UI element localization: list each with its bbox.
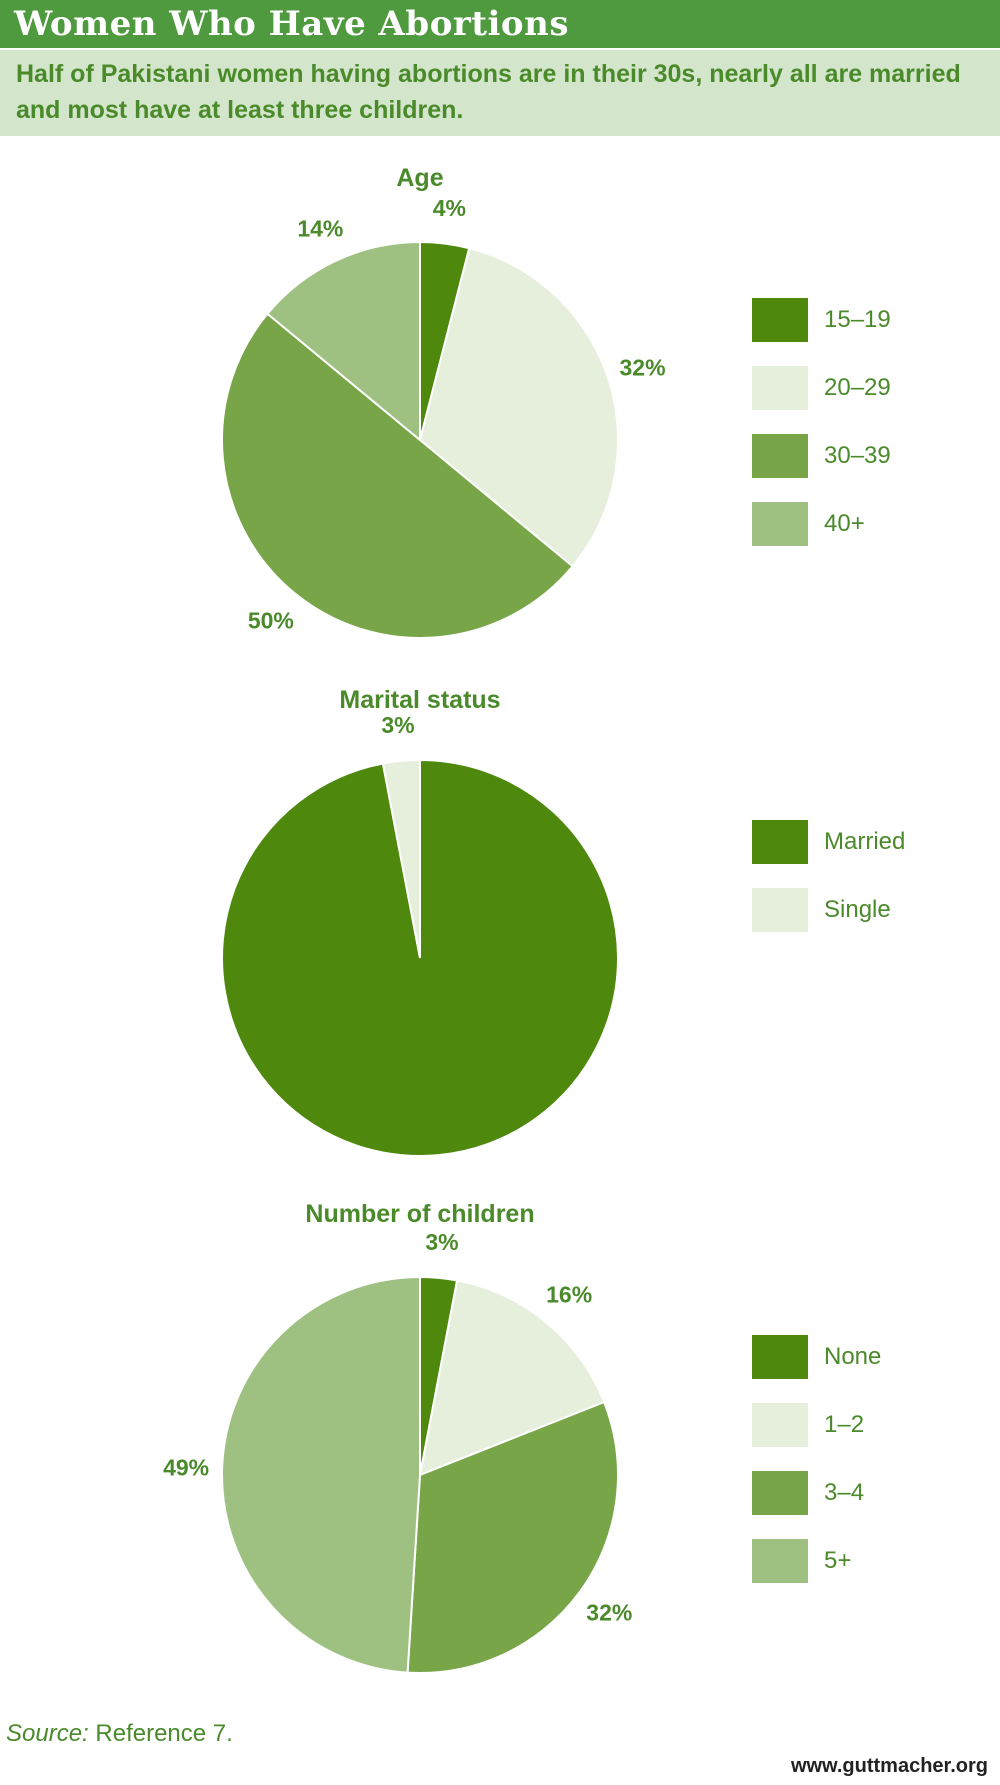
legend-swatch <box>752 888 808 932</box>
legend-label: 40+ <box>824 510 865 537</box>
legend-label: Married <box>824 828 906 855</box>
legend-swatch <box>752 1335 808 1379</box>
page-subtitle: Half of Pakistani women having abortions… <box>16 60 961 124</box>
pie-value-label: 32% <box>586 1600 632 1626</box>
children-chart: 3% 16% 32% 49% Number of children None 1–2 … <box>0 1185 1000 1685</box>
legend-swatch <box>752 298 808 342</box>
legend-label: 1–2 <box>824 1411 865 1438</box>
pie-slice-30-39 <box>221 312 574 639</box>
source-text: Reference 7. <box>88 1720 233 1747</box>
pie-value-label: 16% <box>546 1282 592 1308</box>
legend-swatch <box>752 1539 808 1583</box>
source-note: Source: Reference 7. <box>6 1720 233 1748</box>
page-title: Women Who Have Abortions <box>14 4 569 44</box>
legend-label: 15–19 <box>824 306 891 333</box>
pie-slice-5- <box>221 1275 421 1674</box>
pie-slice-3-4 <box>406 1400 619 1674</box>
pie-value-label: 3% <box>425 1229 458 1255</box>
children-pie-svg: 3% 16% 32% 49% <box>163 1229 632 1674</box>
pie-slice-single <box>381 758 421 959</box>
age-chart: 4% 32% 50% 14% Age 15–19 20–29 30–39 40+ <box>0 150 1000 650</box>
legend-swatch <box>752 820 808 864</box>
age-pie-svg: 4% 32% 50% 14% <box>221 195 666 639</box>
website-link[interactable]: www.guttmacher.org <box>790 1755 988 1777</box>
pie-slice-1-2 <box>418 1279 606 1477</box>
age-chart-title: Age <box>396 164 444 192</box>
pie-value-label: 4% <box>433 195 466 221</box>
marital-pie-svg: 97%3% <box>221 712 619 1157</box>
legend-label: 3–4 <box>824 1479 865 1506</box>
header-bar: Women Who Have Abortions <box>0 0 1000 50</box>
pie-value-label: 3% <box>381 712 414 738</box>
marital-status-chart: 97%3% Marital status Married Single <box>0 668 1000 1168</box>
legend-swatch <box>752 502 808 546</box>
source-label: Source: <box>6 1720 89 1747</box>
pie-value-label: 50% <box>248 607 294 633</box>
legend-label: 20–29 <box>824 374 891 401</box>
legend-label: None <box>824 1343 882 1370</box>
legend-label: 5+ <box>824 1547 852 1574</box>
pie-value-label: 14% <box>297 215 343 241</box>
pie-value-label: 49% <box>163 1455 209 1481</box>
subtitle-bar: Half of Pakistani women having abortions… <box>0 50 1000 136</box>
marital-chart-title: Marital status <box>339 686 501 714</box>
pie-slice-40- <box>266 240 421 443</box>
children-chart-title: Number of children <box>305 1200 535 1228</box>
legend-swatch <box>752 1471 808 1515</box>
legend-swatch <box>752 434 808 478</box>
pie-value-label: 32% <box>620 355 666 381</box>
pie-slice-20-29 <box>418 247 619 568</box>
legend-label: Single <box>824 896 891 923</box>
legend-swatch <box>752 366 808 410</box>
legend-swatch <box>752 1403 808 1447</box>
legend-label: 30–39 <box>824 442 891 469</box>
